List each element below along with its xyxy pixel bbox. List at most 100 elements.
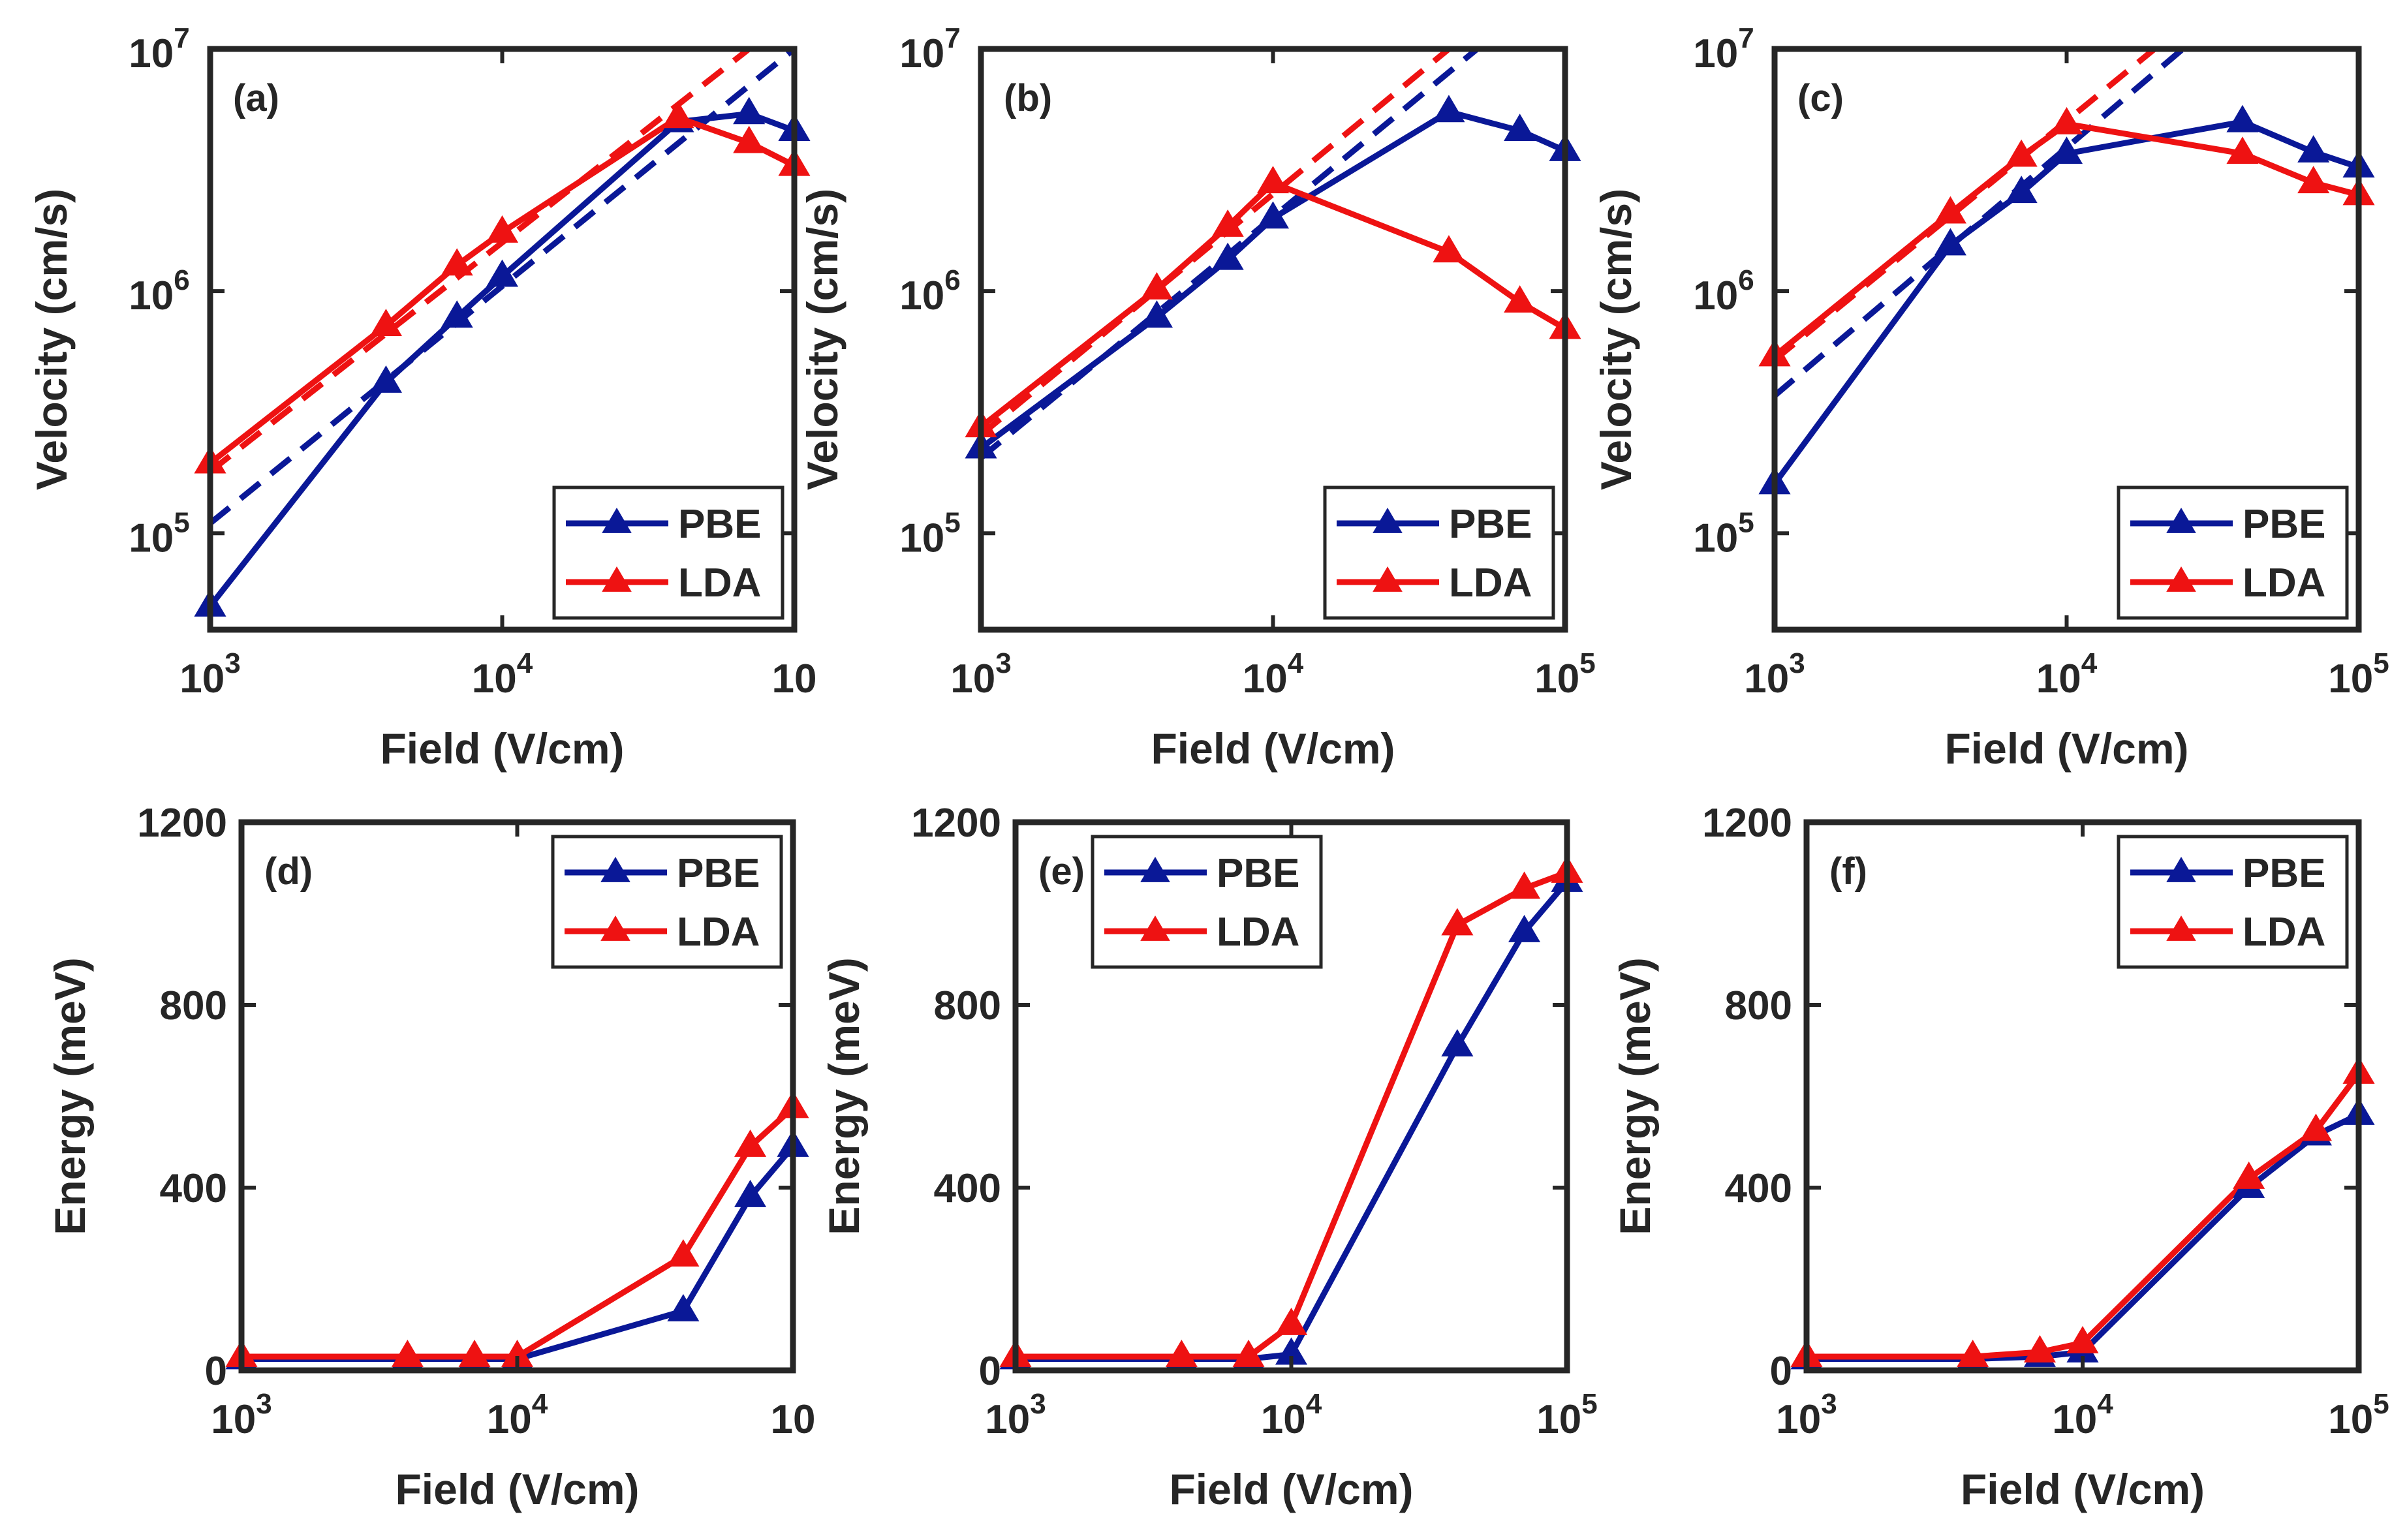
legend: PBE LDA <box>1091 835 1323 969</box>
panel-label: (a) <box>233 77 279 119</box>
tick-base: 10 <box>1536 1397 1581 1442</box>
data-marker-pbe <box>2226 104 2259 132</box>
y-axis-label: Velocity (cm/s) <box>798 189 846 490</box>
tick-base: 10 <box>899 273 944 318</box>
legend: PBE LDA <box>552 485 784 620</box>
y-tick-label: 0 <box>205 1349 227 1394</box>
legend-box <box>2117 485 2349 620</box>
tick-exponent: 4 <box>2081 647 2098 679</box>
data-marker-lda <box>667 1239 700 1267</box>
data-marker-pbe <box>2297 135 2330 162</box>
data-marker-pbe <box>1504 114 1536 142</box>
x-tick-label: 105 <box>1536 1388 1597 1442</box>
legend-label-pbe: PBE <box>1449 502 1532 547</box>
tick-base: 10 <box>2328 656 2373 701</box>
series-line-pbe <box>241 1145 793 1362</box>
tick-exponent: 7 <box>944 22 960 54</box>
tick-base: 10 <box>899 31 944 76</box>
tick-base: 10 <box>1243 656 1288 701</box>
data-marker-lda <box>2050 107 2083 134</box>
y-tick-label: 107 <box>129 22 189 76</box>
y-tick-label: 105 <box>129 506 189 561</box>
y-tick-label: 106 <box>899 264 960 318</box>
panel-label: (f) <box>1829 850 1867 893</box>
tick-base: 10 <box>1776 1397 1821 1442</box>
tick-base: 10 <box>2036 656 2081 701</box>
legend-box <box>1323 485 1555 620</box>
tick-exponent: 4 <box>2097 1388 2113 1420</box>
legend-label-pbe: PBE <box>2243 502 2325 547</box>
legend-box <box>1091 835 1323 969</box>
data-marker-pbe <box>1256 201 1290 229</box>
tick-exponent: 4 <box>532 1388 548 1420</box>
data-marker-pbe <box>1211 242 1244 270</box>
tick-exponent: 6 <box>944 264 960 296</box>
y-axis-label: Energy (meV) <box>820 957 868 1235</box>
data-marker-pbe <box>1934 228 1966 256</box>
tick-exponent: 6 <box>1738 264 1754 296</box>
data-marker-lda <box>2023 1335 2057 1363</box>
legend-marker-pbe <box>2166 508 2196 533</box>
tick-exponent: 5 <box>2373 647 2389 679</box>
data-marker-lda <box>441 248 473 276</box>
data-marker-pbe <box>1441 1029 1474 1056</box>
y-axis-label: Velocity (cm/s) <box>1592 189 1640 490</box>
legend-label-pbe: PBE <box>2243 851 2325 896</box>
y-tick-label: 0 <box>979 1349 1001 1394</box>
legend-label-lda: LDA <box>677 910 760 955</box>
tick-base: 10 <box>1693 31 1738 76</box>
x-tick-label: 105 <box>2328 1388 2389 1442</box>
tick-base: 10 <box>2328 1397 2373 1442</box>
tick-exponent: 4 <box>517 647 533 679</box>
data-marker-lda <box>1934 196 1966 224</box>
tick-exponent: 3 <box>1821 1388 1837 1420</box>
series-line-pbe <box>981 108 1565 451</box>
tick-exponent: 7 <box>1738 22 1754 54</box>
tick-base: 10 <box>487 1397 532 1442</box>
data-marker-lda <box>1508 871 1541 899</box>
legend-marker-lda <box>602 566 632 592</box>
data-marker-lda <box>2297 166 2330 194</box>
legend-marker-pbe <box>600 857 630 882</box>
data-marker-pbe <box>486 259 519 287</box>
legend-marker-pbe <box>1373 508 1403 533</box>
y-tick-label: 400 <box>160 1166 227 1211</box>
y-tick-label: 1200 <box>137 801 227 846</box>
tick-exponent: 5 <box>944 506 960 538</box>
tick-base: 10 <box>985 1397 1030 1442</box>
x-tick-label: 10 <box>772 656 817 701</box>
y-tick-label: 0 <box>1770 1349 1792 1394</box>
panel-label: (b) <box>1004 77 1052 119</box>
tick-exponent: 5 <box>2373 1388 2389 1420</box>
tick-exponent: 4 <box>1306 1388 1322 1420</box>
legend: PBE LDA <box>551 835 783 969</box>
legend-label-pbe: PBE <box>1217 851 1299 896</box>
data-marker-pbe <box>369 365 402 393</box>
tick-base: 10 <box>950 656 995 701</box>
data-marker-lda <box>1957 1340 1989 1367</box>
tick-base: 10 <box>771 1397 816 1442</box>
legend-marker-pbe <box>602 508 632 533</box>
data-marker-lda <box>1232 1340 1265 1367</box>
legend: PBE LDA <box>2117 485 2349 620</box>
data-marker-pbe <box>2050 136 2083 164</box>
x-axis-label: Field (V/cm) <box>1944 724 2188 773</box>
data-marker-lda <box>1275 1308 1308 1335</box>
y-tick-label: 400 <box>934 1166 1001 1211</box>
legend-label-lda: LDA <box>678 561 761 606</box>
fit-line-lda <box>210 49 751 474</box>
y-tick-label: 107 <box>899 22 960 76</box>
tick-exponent: 5 <box>1738 506 1754 538</box>
tick-base: 10 <box>179 656 225 701</box>
tick-base: 10 <box>2052 1397 2097 1442</box>
y-tick-label: 105 <box>899 506 960 561</box>
data-marker-lda <box>2299 1113 2333 1141</box>
y-tick-label: 1200 <box>911 801 1001 846</box>
tick-exponent: 5 <box>1581 1388 1597 1420</box>
data-marker-lda <box>1504 285 1536 313</box>
data-marker-lda <box>2233 1162 2265 1189</box>
legend-marker-pbe <box>1140 857 1170 882</box>
fit-line-pbe <box>1775 49 2185 398</box>
x-tick-label: 104 <box>2052 1388 2113 1442</box>
